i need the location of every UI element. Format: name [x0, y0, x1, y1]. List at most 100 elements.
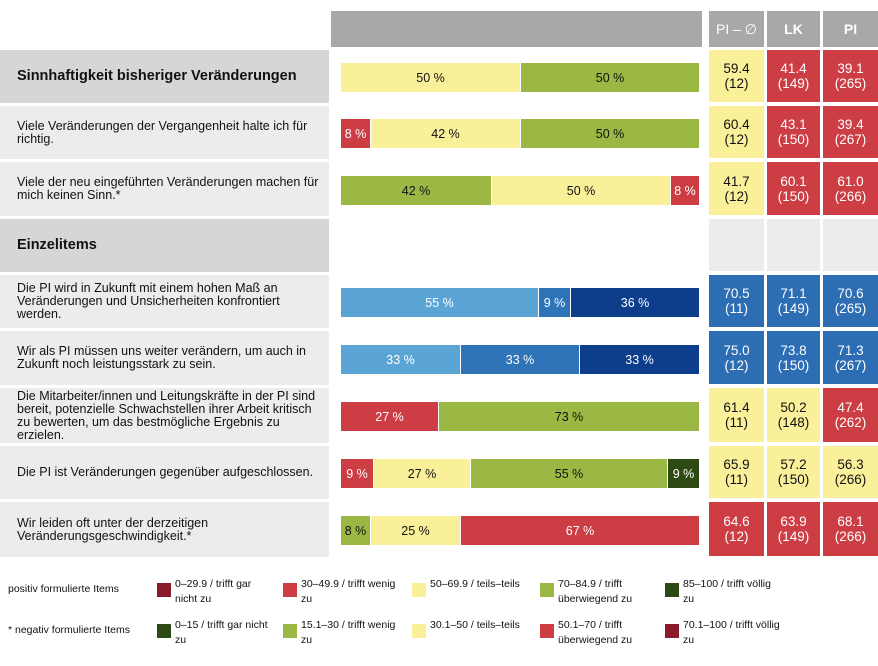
score-count: (262) — [834, 415, 867, 430]
legend-swatch — [283, 583, 297, 597]
bar-segment-label: 42 % — [431, 126, 460, 141]
bar-segment-label: 9 % — [346, 466, 368, 481]
legend-item-label: 70–84.9 / trifft überwiegend zu — [558, 578, 633, 605]
score-count: (12) — [724, 529, 749, 544]
bar-segment: 9 % — [341, 459, 373, 488]
bar-segment: 50 % — [491, 176, 670, 205]
score-count: (265) — [834, 301, 867, 316]
score-value: 70.6 — [837, 286, 864, 301]
bar-segment-label: 25 % — [401, 523, 430, 538]
score-count: (265) — [834, 76, 867, 91]
score-cell: 50.2 (148) — [767, 388, 820, 442]
bar-segment: 42 % — [341, 176, 491, 205]
bar-segment-label: 42 % — [401, 183, 431, 198]
bar-segment: 8 % — [670, 176, 699, 205]
score-count: (266) — [834, 472, 867, 487]
bar-segment-label: 8 % — [344, 126, 367, 141]
score-cell: 70.6 (265) — [823, 275, 878, 327]
bar-segment-label: 8 % — [344, 523, 367, 538]
score-cell: 43.1 (150) — [767, 106, 820, 158]
score-value: 65.9 — [723, 457, 750, 472]
bar-segment: 36 % — [570, 288, 699, 317]
legend-swatch — [412, 583, 426, 597]
score-cell: 68.1 (266) — [823, 502, 878, 556]
score-cell: 60.1 (150) — [767, 162, 820, 215]
score-value: 70.5 — [723, 286, 750, 301]
bar-segment: 25 % — [370, 516, 460, 545]
item-label: Die PI ist Veränderungen gegenüber aufge… — [0, 446, 329, 499]
score-value: 63.9 — [780, 514, 807, 529]
score-cell: 56.3 (266) — [823, 446, 878, 498]
score-cell: 71.3 (267) — [823, 331, 878, 384]
score-value: 71.3 — [837, 342, 864, 358]
score-value: 57.2 — [780, 457, 807, 472]
score-cell: 47.4 (262) — [823, 388, 878, 442]
bar-segment-label: 33 % — [625, 352, 654, 367]
header-pi-average: PI – ∅ — [709, 11, 764, 47]
score-value: 68.1 — [837, 514, 864, 529]
legend-swatch — [540, 583, 554, 597]
score-cell: 60.4 (12) — [709, 106, 764, 158]
legend-item-label: 85–100 / trifft völlig zu — [683, 578, 771, 605]
score-cell — [767, 219, 820, 271]
score-count: (266) — [834, 529, 867, 544]
legend-item-label: 50.1–70 / trifft überwiegend zu — [558, 619, 633, 646]
legend-item-label: 15.1–30 / trifft wenig zu — [301, 619, 396, 646]
score-count: (148) — [777, 415, 810, 430]
legend-group-title: * negativ formulierte Items — [8, 624, 130, 636]
legend-item-label: 30.1–50 / teils–teils — [430, 619, 520, 631]
bar-segment: 50 % — [520, 119, 699, 148]
bar-segment-label: 50 % — [595, 126, 625, 141]
bar-segment-label: 27 % — [375, 409, 404, 424]
score-value: 73.8 — [780, 342, 807, 358]
score-count: (150) — [777, 188, 810, 204]
item-label: Die Mitarbeiter/innen und Leitungskräfte… — [0, 388, 329, 443]
score-value: 50.2 — [780, 400, 807, 415]
score-count: (150) — [777, 472, 810, 487]
score-value: 64.6 — [723, 514, 750, 529]
bar-segment-label: 73 % — [554, 409, 584, 424]
bar-segment-label: 9 % — [543, 295, 566, 310]
bar-segment: 33 % — [579, 345, 699, 374]
score-count: (11) — [724, 415, 748, 430]
score-count: (150) — [777, 132, 810, 147]
bar-segment-label: 8 % — [674, 183, 696, 198]
score-value: 41.7 — [723, 173, 750, 189]
score-value: 61.0 — [837, 173, 864, 189]
score-count: (266) — [834, 188, 867, 204]
score-count: (12) — [724, 132, 749, 147]
bar-segment-label: 33 % — [505, 352, 535, 367]
legend-swatch — [157, 624, 171, 638]
score-value: 41.4 — [780, 61, 807, 76]
item-label: Wir als PI müssen uns weiter verändern, … — [0, 331, 329, 385]
score-cell: 63.9 (149) — [767, 502, 820, 556]
bar-segment: 8 % — [341, 119, 370, 148]
score-value: 61.4 — [723, 400, 750, 415]
bar-segment: 55 % — [470, 459, 667, 488]
bar-segment: 8 % — [341, 516, 370, 545]
score-cell: 39.1 (265) — [823, 50, 878, 102]
score-count: (149) — [777, 76, 810, 91]
header-pi: PI — [823, 11, 878, 47]
score-cell: 65.9 (11) — [709, 446, 764, 498]
legend-swatch — [540, 624, 554, 638]
score-count: (12) — [724, 357, 749, 373]
item-label: Die PI wird in Zukunft mit einem hohen M… — [0, 275, 329, 328]
legend-item-label: 70.1–100 / trifft völlig zu — [683, 619, 780, 646]
legend-swatch — [665, 624, 679, 638]
bar-segment: 73 % — [438, 402, 699, 431]
bar-segment: 42 % — [370, 119, 520, 148]
header-bar — [331, 11, 702, 47]
score-count: (11) — [724, 472, 748, 487]
score-cell: 75.0 (12) — [709, 331, 764, 384]
score-cell: 61.0 (266) — [823, 162, 878, 215]
section-header: Einzelitems — [0, 219, 329, 272]
bar-segment: 50 % — [341, 63, 520, 92]
header-lk: LK — [767, 11, 820, 47]
bar-segment-label: 50 % — [595, 70, 625, 85]
bar-segment-label: 67 % — [565, 523, 595, 538]
bar-segment-label: 55 % — [425, 295, 454, 310]
score-cell — [823, 219, 878, 271]
score-count: (12) — [724, 76, 749, 91]
item-label: Viele der neu eingeführten Veränderungen… — [0, 162, 329, 216]
